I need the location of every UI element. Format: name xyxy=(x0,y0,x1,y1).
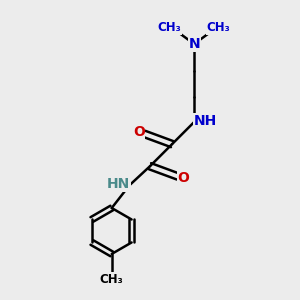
Text: O: O xyxy=(177,171,189,185)
Text: NH: NH xyxy=(194,114,217,128)
Text: CH₃: CH₃ xyxy=(207,21,230,34)
Text: N: N xyxy=(188,37,200,51)
Text: HN: HN xyxy=(106,177,130,191)
Text: CH₃: CH₃ xyxy=(100,273,124,286)
Text: O: O xyxy=(133,125,145,139)
Text: CH₃: CH₃ xyxy=(158,21,182,34)
